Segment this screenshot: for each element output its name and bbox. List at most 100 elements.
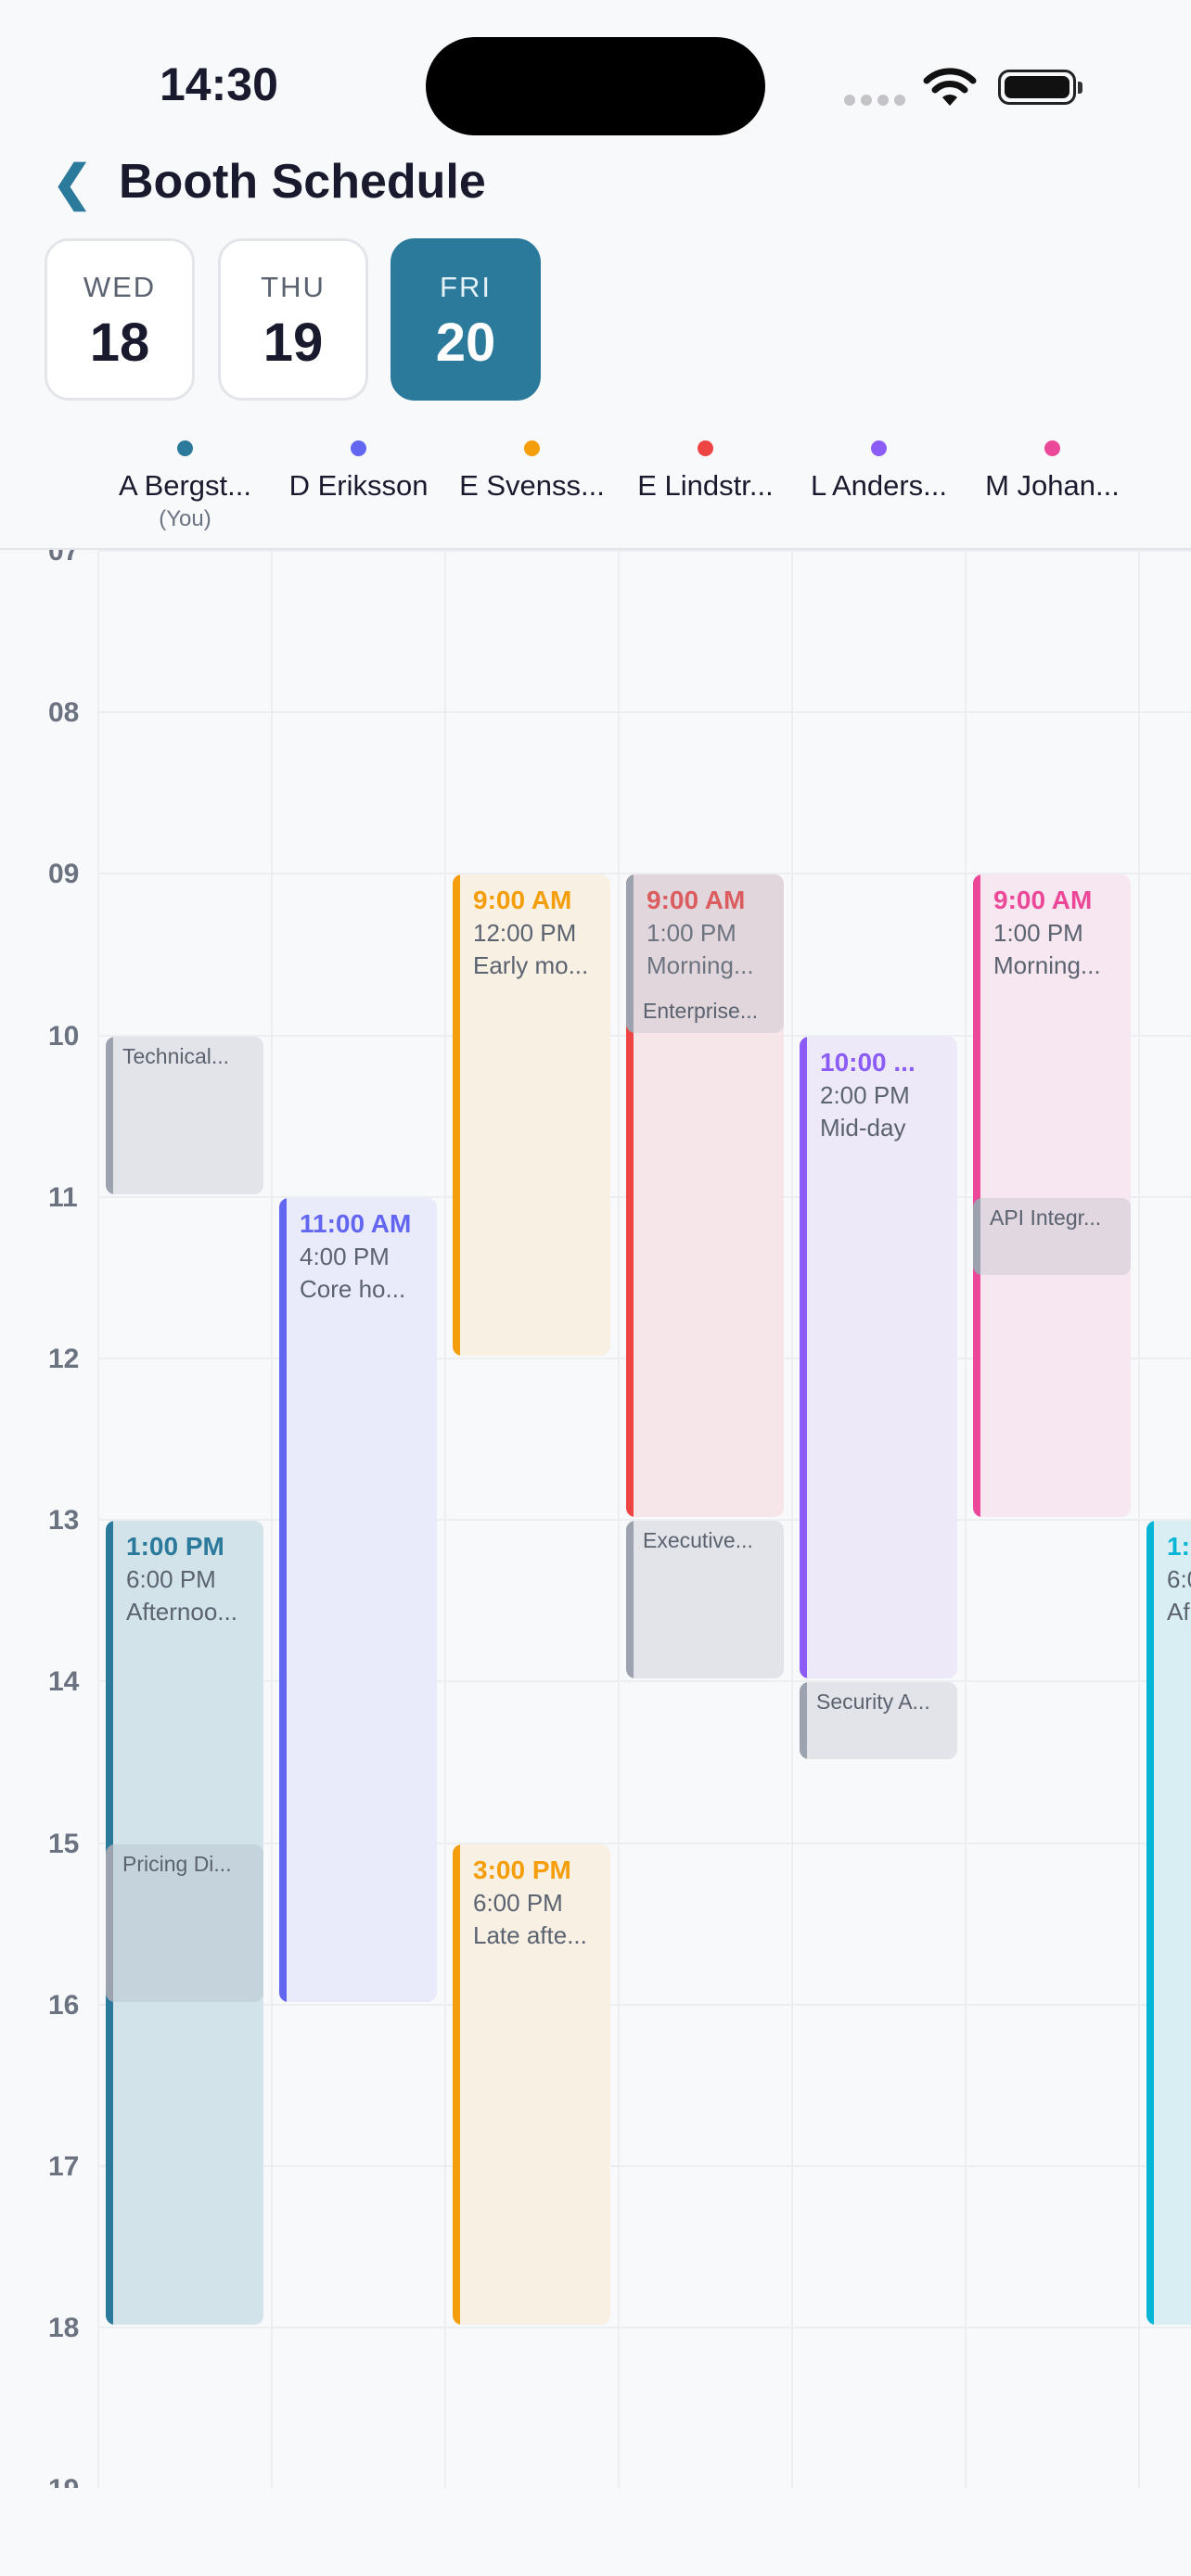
hour-label: 13 — [48, 1505, 80, 1537]
day-number: 18 — [89, 312, 150, 373]
battery-icon — [998, 70, 1082, 105]
shift-note: Morning... — [993, 951, 1101, 980]
shift-block[interactable]: 9:00 AM 1:00 PM Morning... — [973, 874, 1131, 1518]
hour-gridline — [98, 711, 1191, 714]
booked-session[interactable]: Technical... — [106, 1036, 263, 1194]
hour-label: 10 — [48, 1020, 80, 1052]
shift-color-bar — [1146, 1521, 1154, 2326]
column-divider — [271, 550, 273, 2488]
hour-gridline — [98, 873, 1191, 875]
shift-start: 1:0 — [1167, 1532, 1191, 1562]
staff-column-header[interactable]: A Bergst... (You) — [98, 436, 272, 532]
shift-color-bar — [453, 1843, 460, 2326]
back-chevron-icon[interactable]: ❮ — [52, 157, 93, 210]
shift-start: 9:00 AM — [993, 886, 1093, 915]
column-divider — [97, 550, 99, 2488]
shift-block[interactable]: 9:00 AM 1:00 PM Morning... — [626, 874, 784, 1518]
hour-label: 14 — [48, 1666, 80, 1698]
hour-gridline — [98, 2165, 1191, 2167]
shift-block[interactable]: 10:00 ... 2:00 PM Mid-day — [800, 1036, 957, 1679]
shift-end: 1:00 PM — [647, 919, 736, 948]
staff-column-header[interactable]: E Lindstr... — [619, 436, 792, 503]
staff-column-header[interactable]: O I — [1139, 436, 1191, 503]
shift-start: 9:00 AM — [473, 886, 572, 915]
session-color-bar — [626, 874, 634, 1033]
booked-session[interactable]: Security A... — [800, 1682, 957, 1760]
hour-gridline — [98, 1519, 1191, 1522]
cellular-signal-icon — [844, 95, 905, 106]
staff-column-header[interactable]: E Svenss... — [445, 436, 619, 503]
staff-color-dot — [1044, 440, 1060, 456]
hour-label: 19 — [48, 2474, 79, 2488]
session-color-bar — [106, 1036, 113, 1194]
hour-label: 11 — [48, 1181, 78, 1213]
staff-name: O I — [1139, 469, 1191, 503]
shift-note: Late afte... — [473, 1920, 587, 1949]
hour-label: 17 — [48, 2151, 80, 2182]
session-title: API Integr... — [990, 1205, 1102, 1230]
shift-color-bar — [626, 874, 634, 1518]
day-of-week: WED — [83, 271, 157, 303]
hour-gridline — [98, 2327, 1191, 2329]
shift-end: 6:00 PM — [126, 1565, 216, 1594]
hour-gridline — [98, 550, 1191, 552]
staff-column-header[interactable]: L Anders... — [792, 436, 966, 503]
shift-start: 1:00 PM — [126, 1532, 224, 1562]
day-tab-wed[interactable]: WED 18 — [45, 238, 195, 401]
session-title: Executive... — [643, 1528, 753, 1553]
shift-end: 12:00 PM — [473, 919, 577, 948]
shift-color-bar — [279, 1197, 287, 2002]
column-divider — [791, 550, 793, 2488]
shift-color-bar — [453, 874, 460, 1356]
session-title: Pricing Di... — [122, 1851, 232, 1876]
shift-block[interactable]: 1:00 PM 6:00 PM Afternoo... — [106, 1521, 263, 2326]
dynamic-island — [426, 37, 765, 135]
day-tab-fri[interactable]: FRI 20 — [391, 238, 541, 401]
session-color-bar — [626, 1521, 634, 1679]
hour-label: 18 — [48, 2313, 80, 2344]
day-tab-thu[interactable]: THU 19 — [218, 238, 368, 401]
day-number: 20 — [435, 312, 496, 373]
booked-session[interactable]: Enterprise... — [626, 874, 784, 1033]
shift-color-bar — [800, 1036, 807, 1679]
column-divider — [965, 550, 967, 2488]
shift-note: Mid-day — [820, 1113, 906, 1141]
schedule-grid[interactable]: 07 08 09 10 11 12 13 14 15 16 17 18 19 1:00 PM 6:00 … — [0, 550, 1191, 2488]
shift-end: 2:00 PM — [820, 1080, 910, 1109]
hour-gridline — [98, 1842, 1191, 1844]
shift-note: Core ho... — [300, 1274, 406, 1303]
shift-block[interactable]: 9:00 AM 12:00 PM Early mo... — [453, 874, 610, 1356]
hour-label: 16 — [48, 1989, 80, 2021]
session-title: Enterprise... — [643, 998, 758, 1023]
shift-block[interactable]: 3:00 PM 6:00 PM Late afte... — [453, 1843, 610, 2326]
status-time: 14:30 — [160, 58, 278, 110]
page-title: Booth Schedule — [119, 155, 486, 209]
shift-color-bar — [973, 874, 980, 1518]
shift-end: 1:00 PM — [993, 919, 1083, 948]
staff-color-dot — [871, 440, 887, 456]
shift-block[interactable]: 1:0 6:0 Af — [1146, 1521, 1191, 2326]
booked-session[interactable]: Executive... — [626, 1521, 784, 1679]
hour-label: 07 — [48, 550, 80, 567]
staff-color-dot — [524, 440, 540, 456]
hour-label: 09 — [48, 859, 80, 890]
day-of-week: THU — [261, 271, 326, 303]
hour-label: 12 — [48, 1344, 80, 1374]
session-title: Security A... — [816, 1690, 930, 1715]
shift-note: Af — [1167, 1598, 1190, 1626]
divider — [0, 548, 1191, 550]
staff-color-dot — [351, 440, 366, 456]
booked-session[interactable]: API Integr... — [973, 1197, 1131, 1275]
staff-name: E Svenss... — [459, 469, 605, 502]
staff-color-dot — [698, 440, 713, 456]
booked-session[interactable]: Pricing Di... — [106, 1843, 263, 2002]
staff-column-header[interactable]: M Johan... — [966, 436, 1139, 503]
shift-block[interactable]: 11:00 AM 4:00 PM Core ho... — [279, 1197, 437, 2002]
hour-gridline — [98, 1680, 1191, 1683]
staff-column-header[interactable]: D Eriksson — [272, 436, 445, 503]
shift-end: 6:0 — [1167, 1565, 1191, 1594]
hour-label: 08 — [48, 697, 80, 729]
you-label: (You) — [159, 506, 211, 531]
shift-start: 9:00 AM — [647, 886, 746, 915]
shift-note: Morning... — [647, 951, 754, 980]
